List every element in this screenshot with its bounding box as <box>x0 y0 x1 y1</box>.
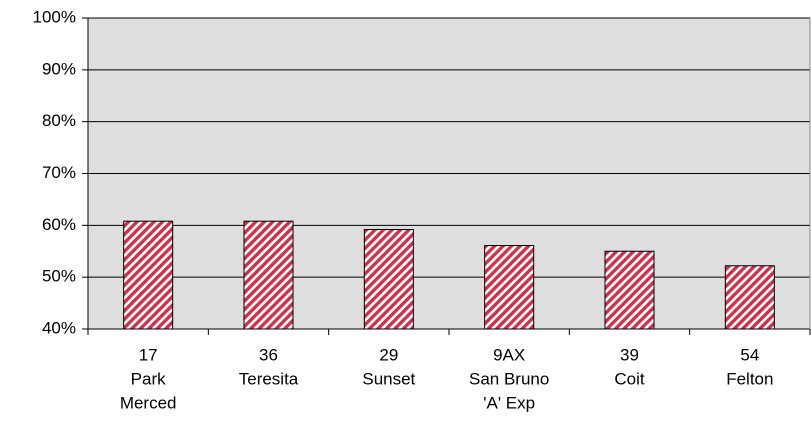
bar <box>123 220 174 330</box>
x-tick-label: Park <box>131 369 166 388</box>
x-tick-label: 9AX <box>493 345 525 364</box>
x-tick-label: Teresita <box>239 369 299 388</box>
x-tick-label: 29 <box>379 345 398 364</box>
y-tick-label: 70% <box>42 163 76 182</box>
bar <box>484 245 535 330</box>
y-tick-label: 50% <box>42 267 76 286</box>
x-tick-label: 'A' Exp <box>483 393 535 412</box>
bar <box>604 250 655 330</box>
x-tick-label: 54 <box>740 345 759 364</box>
x-tick-label: San Bruno <box>469 369 549 388</box>
y-tick-label: 40% <box>42 318 76 337</box>
x-tick-label: Felton <box>726 369 773 388</box>
bar <box>724 265 775 330</box>
x-tick-label: 36 <box>259 345 278 364</box>
x-tick-label: Coit <box>614 369 645 388</box>
bar <box>243 220 294 330</box>
x-tick-label: 17 <box>139 345 158 364</box>
y-tick-label: 60% <box>42 215 76 234</box>
y-tick-label: 80% <box>42 111 76 130</box>
y-tick-label: 100% <box>33 7 76 26</box>
bar <box>363 228 414 330</box>
x-tick-label: Sunset <box>362 369 415 388</box>
y-tick-label: 90% <box>42 59 76 78</box>
x-tick-label: Merced <box>120 393 177 412</box>
x-tick-label: 39 <box>620 345 639 364</box>
